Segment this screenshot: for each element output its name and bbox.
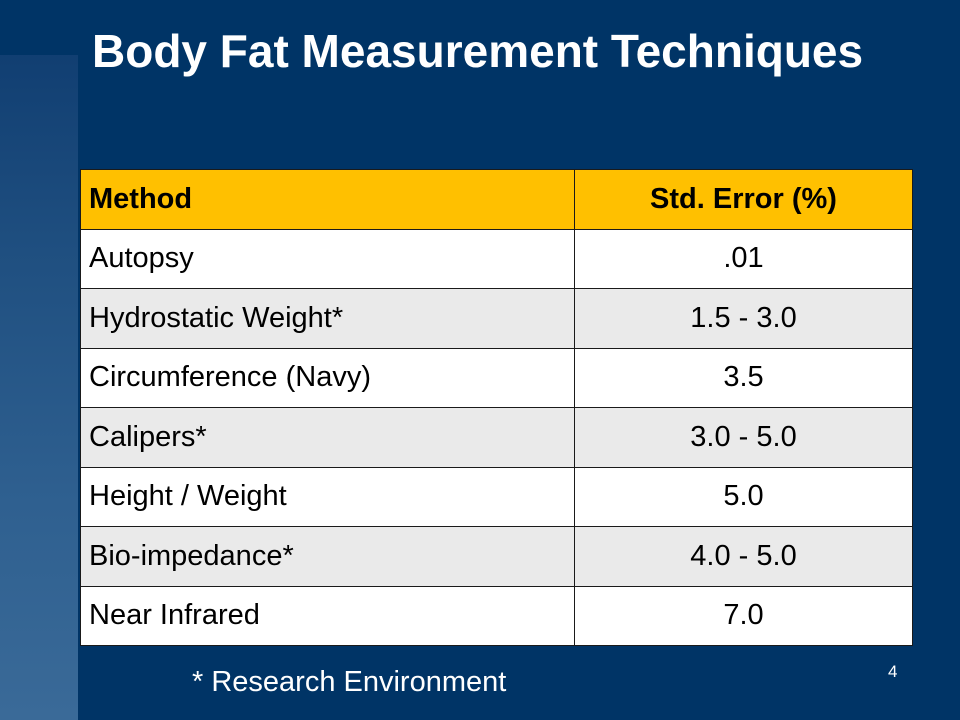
std-error-cell: 3.5 (574, 347, 913, 408)
table-row: Hydrostatic Weight* 1.5 - 3.0 (80, 288, 913, 349)
slide-title: Body Fat Measurement Techniques (92, 25, 864, 77)
method-cell: Hydrostatic Weight* (80, 288, 575, 349)
table-row: Bio-impedance* 4.0 - 5.0 (80, 526, 913, 587)
std-error-column-header: Std. Error (%) (574, 169, 913, 230)
method-cell: Height / Weight (80, 466, 575, 527)
footnote: * Research Environment (192, 666, 507, 698)
table-row: Near Infrared 7.0 (80, 585, 913, 646)
table-row: Calipers* 3.0 - 5.0 (80, 407, 913, 468)
method-cell: Circumference (Navy) (80, 347, 575, 408)
std-error-cell: 1.5 - 3.0 (574, 288, 913, 349)
method-cell: Autopsy (80, 228, 575, 289)
method-cell: Bio-impedance* (80, 526, 575, 587)
std-error-cell: 4.0 - 5.0 (574, 526, 913, 587)
std-error-cell: 7.0 (574, 585, 913, 646)
table-row: Autopsy .01 (80, 228, 913, 289)
method-cell: Calipers* (80, 407, 575, 468)
method-cell: Near Infrared (80, 585, 575, 646)
measurement-table: Method Std. Error (%) Autopsy .01 Hydros… (80, 169, 913, 646)
std-error-cell: .01 (574, 228, 913, 289)
method-column-header: Method (80, 169, 575, 230)
std-error-cell: 5.0 (574, 466, 913, 527)
table-header-row: Method Std. Error (%) (80, 169, 913, 230)
side-band-top (0, 0, 78, 55)
page-number: 4 (888, 662, 898, 681)
std-error-cell: 3.0 - 5.0 (574, 407, 913, 468)
table-row: Height / Weight 5.0 (80, 466, 913, 527)
table-row: Circumference (Navy) 3.5 (80, 347, 913, 408)
side-gradient-band (0, 0, 78, 720)
